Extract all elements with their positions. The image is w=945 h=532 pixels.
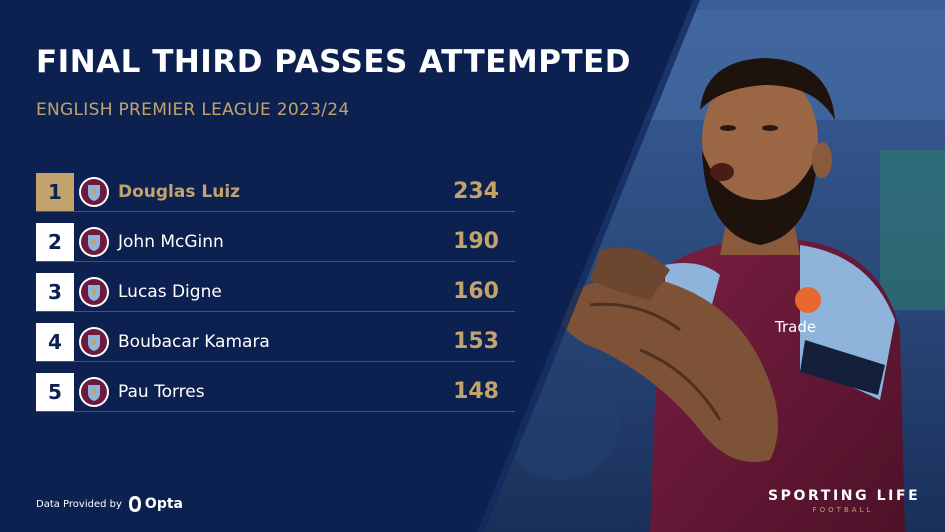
player-name: Douglas Luiz [118,182,241,202]
passes-value: 148 [453,379,499,404]
passes-value: 153 [453,329,499,354]
credit-label: Data Provided by [36,498,122,510]
brand-section: FOOTBALL [812,506,874,514]
rank-badge: 4 [36,323,74,361]
aston-villa-crest-icon [79,377,109,407]
sporting-life-logo: SPORTING LIFE FOOTBALL [768,488,918,514]
opta-wordmark: Opta [144,496,183,512]
player-name: John McGinn [118,232,224,252]
rank-badge: 1 [36,173,74,211]
ranking-row: 3 Lucas Digne 160 [36,273,515,312]
player-name: Pau Torres [118,382,205,402]
aston-villa-crest-icon [79,277,109,307]
passes-value: 160 [453,279,499,304]
opta-logo: Opta [128,495,183,513]
aston-villa-crest-icon [79,227,109,257]
rank-badge: 5 [36,373,74,411]
ranking-row: 4 Boubacar Kamara 153 [36,323,515,362]
ranking-row: 5 Pau Torres 148 [36,373,515,412]
brand-name: SPORTING LIFE [768,488,921,504]
data-credit: Data Provided by Opta [36,494,183,514]
passes-value: 234 [453,179,499,204]
player-name: Boubacar Kamara [118,332,270,352]
ranking-row: 2 John McGinn 190 [36,223,515,262]
aston-villa-crest-icon [79,177,109,207]
player-name: Lucas Digne [118,282,222,302]
rank-badge: 2 [36,223,74,261]
svg-text:Trade: Trade [774,318,816,336]
chart-title: FINAL THIRD PASSES ATTEMPTED [36,44,632,80]
passes-value: 190 [453,229,499,254]
opta-icon [128,496,141,512]
ranking-row: 1 Douglas Luiz 234 [36,173,515,212]
chart-subtitle: ENGLISH PREMIER LEAGUE 2023/24 [36,100,350,120]
aston-villa-crest-icon [79,327,109,357]
rank-badge: 3 [36,273,74,311]
